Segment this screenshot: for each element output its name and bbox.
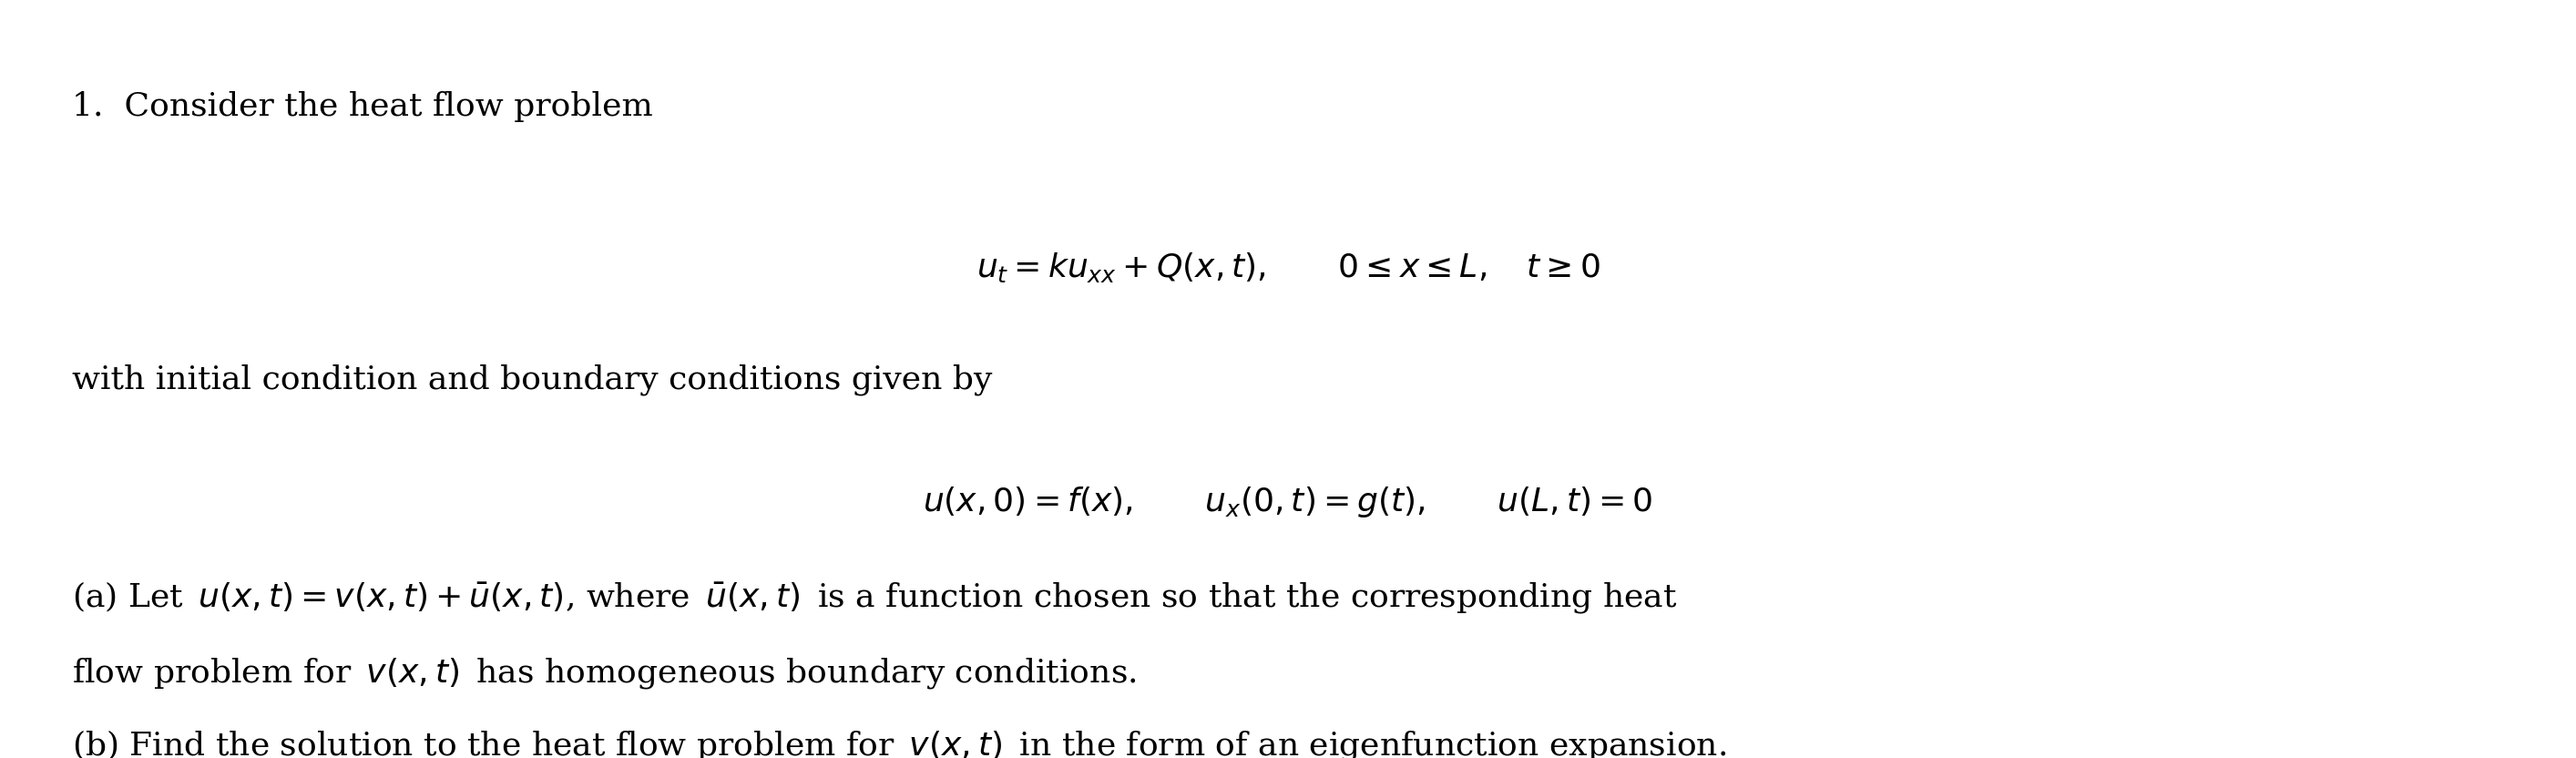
Text: $u_t = ku_{xx} + Q(x,t), \qquad 0 \leq x \leq L, \quad t \geq 0$: $u_t = ku_{xx} + Q(x,t), \qquad 0 \leq x… [976, 250, 1600, 283]
Text: (b) Find the solution to the heat flow problem for $\,v(x,t)\,$ in the form of a: (b) Find the solution to the heat flow p… [72, 728, 1726, 758]
Text: $u(x,0) = f(x), \qquad u_x(0,t) = g(t), \qquad u(L,t) = 0$: $u(x,0) = f(x), \qquad u_x(0,t) = g(t), … [922, 485, 1654, 520]
Text: (a) Let $\,u(x,t) = v(x,t) + \bar{u}(x,t)$, where $\,\bar{u}(x,t)\,$ is a functi: (a) Let $\,u(x,t) = v(x,t) + \bar{u}(x,t… [72, 580, 1677, 615]
Text: with initial condition and boundary conditions given by: with initial condition and boundary cond… [72, 364, 992, 395]
Text: flow problem for $\,v(x,t)\,$ has homogeneous boundary conditions.: flow problem for $\,v(x,t)\,$ has homoge… [72, 656, 1136, 691]
Text: 1.  Consider the heat flow problem: 1. Consider the heat flow problem [72, 91, 654, 122]
